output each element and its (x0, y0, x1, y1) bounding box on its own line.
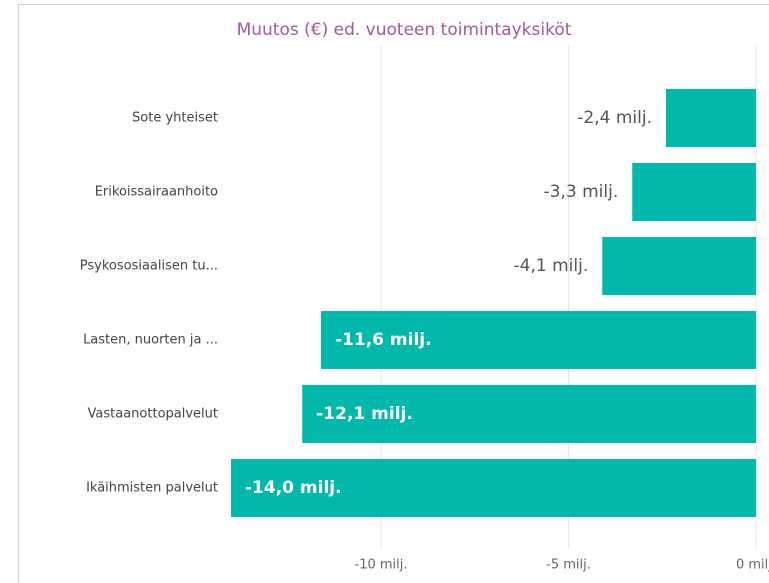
y-tick-label: Erikoissairaanhoito (95, 185, 218, 200)
data-label: -14,0 milj. (245, 478, 342, 498)
data-label: -12,1 milj. (316, 404, 413, 424)
bar (302, 385, 756, 443)
x-tick-label: -10 milj. (355, 558, 408, 573)
bar (666, 89, 756, 147)
y-tick-label: Psykososiaalisen tu... (80, 259, 218, 274)
chart-title: Muutos (€) ed. vuoteen toimintayksiköt (237, 20, 572, 40)
bar (632, 163, 756, 221)
y-tick-label: Lasten, nuorten ja ... (83, 333, 218, 348)
x-tick-label: -5 milj. (546, 558, 591, 573)
x-tick-label: 0 milj. (736, 558, 769, 573)
y-tick-label: Ikäihmisten palvelut (86, 481, 218, 496)
data-label: -3,3 milj. (544, 182, 619, 202)
y-tick-label: Sote yhteiset (132, 111, 218, 126)
bar (231, 459, 756, 517)
data-label: -2,4 milj. (577, 108, 652, 128)
bar (602, 237, 756, 295)
y-tick-label: Vastaanottopalvelut (88, 407, 218, 422)
bar (321, 311, 756, 369)
data-label: -11,6 milj. (335, 330, 432, 350)
data-label: -4,1 milj. (514, 256, 589, 276)
visual-frame (18, 4, 769, 583)
